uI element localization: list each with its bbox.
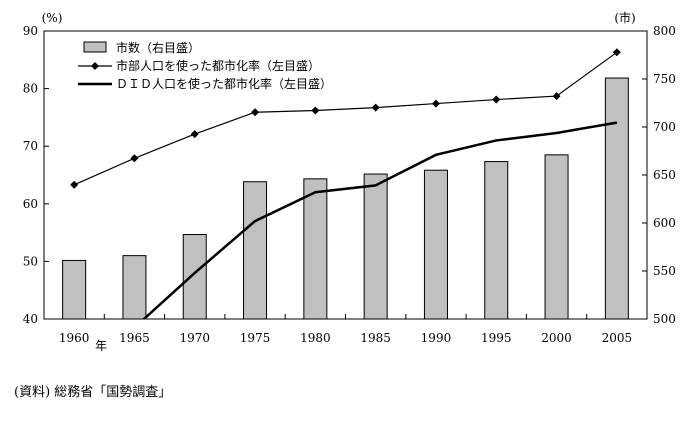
bar — [122, 255, 147, 320]
source-note: (資料) 総務省「国勢調査」 — [14, 385, 172, 400]
x-axis-tick-label: 1990 — [421, 331, 452, 345]
bar — [604, 77, 629, 320]
diamond-marker — [431, 99, 440, 108]
bar — [62, 259, 87, 320]
diamond-marker — [70, 180, 79, 189]
legend: 市数（右目盛） 市部人口を使った都市化率（左目盛） ＤＩＤ人口を使った都市化率（左目… — [78, 40, 332, 91]
right-axis-tick-label: 550 — [653, 264, 676, 278]
x-axis-tick-label: 1995 — [481, 331, 512, 345]
x-axis-tick-label: 2005 — [602, 331, 633, 345]
x-axis-tick-label: 1980 — [300, 331, 331, 345]
diamond-marker — [552, 92, 561, 101]
x-axis-tick-label: 2000 — [541, 331, 572, 345]
diamond-marker — [371, 103, 380, 112]
diamond-marker — [251, 108, 260, 117]
right-axis-tick-label: 750 — [653, 72, 676, 86]
bar — [363, 173, 388, 320]
right-axis-unit: (市) — [614, 10, 635, 25]
legend-label: 市部人口を使った都市化率（左目盛） — [116, 58, 320, 73]
axes — [43, 30, 648, 320]
right-axis-tick-label: 800 — [653, 24, 676, 38]
x-axis-tick-label: 1970 — [179, 331, 210, 345]
diamond-marker — [311, 106, 320, 115]
legend-swatch-bar — [83, 41, 107, 53]
bar — [484, 161, 509, 320]
bar-series — [62, 77, 629, 320]
chart: 40 50 60 70 80 90 (%) 500 550 600 650 700 750 800 (市) 1… — [23, 10, 676, 353]
series-line-city-population — [73, 51, 618, 186]
x-axis-tick-label: 1985 — [360, 331, 391, 345]
right-axis-tick-label: 650 — [653, 168, 676, 182]
bar — [243, 181, 268, 320]
bar — [423, 169, 448, 320]
diamond-marker — [492, 95, 501, 104]
diamond-marker — [190, 130, 199, 139]
series-line-did-population — [142, 121, 618, 319]
x-axis-tick-label: 1965 — [119, 331, 150, 345]
right-axis-tick-label: 500 — [653, 312, 676, 326]
line-series — [70, 48, 621, 319]
left-axis-tick-label: 60 — [23, 197, 38, 211]
legend-swatch-marker — [91, 62, 99, 70]
legend-label: 市数（右目盛） — [116, 40, 200, 55]
left-axis-tick-label: 90 — [23, 24, 38, 38]
bar — [303, 178, 328, 320]
x-axis-tick-label: 1960 — [59, 331, 90, 345]
diamond-marker — [612, 48, 621, 57]
bar — [182, 234, 207, 320]
bar — [544, 154, 569, 320]
tick-labels: 40 50 60 70 80 90 (%) 500 550 600 650 700 750 800 (市) 1… — [23, 10, 676, 353]
diamond-marker — [130, 154, 139, 163]
right-axis-tick-label: 600 — [653, 216, 676, 230]
left-axis-tick-label: 50 — [23, 254, 38, 268]
left-axis-tick-label: 70 — [23, 139, 38, 153]
left-axis-unit: (%) — [42, 11, 63, 25]
legend-label: ＤＩＤ人口を使った都市化率（左目盛） — [116, 76, 332, 91]
right-axis-tick-label: 700 — [653, 120, 676, 134]
left-axis-tick-label: 80 — [23, 82, 38, 96]
x-axis-tick-label: 1975 — [240, 331, 271, 345]
x-axis-unit: 年 — [95, 339, 107, 353]
left-axis-tick-label: 40 — [23, 312, 38, 326]
